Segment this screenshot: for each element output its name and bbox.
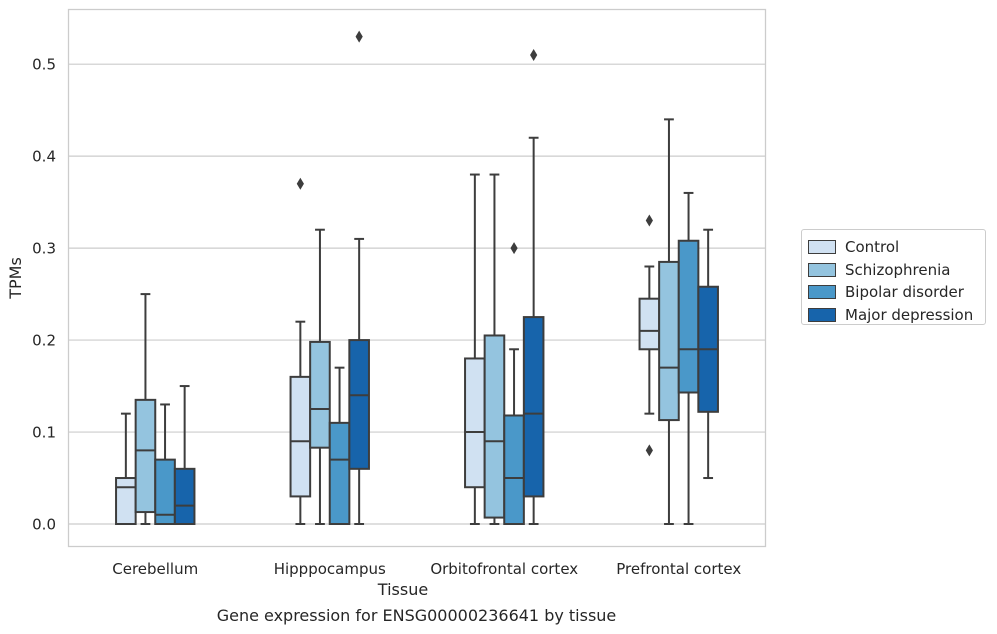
box-plot bbox=[483, 173, 506, 526]
legend-swatch-schizophrenia bbox=[808, 262, 836, 277]
box-iqr bbox=[134, 398, 157, 514]
y-tick-label: 0.4 bbox=[32, 148, 56, 166]
series-bipolar-disorder bbox=[154, 191, 700, 526]
box-plot bbox=[115, 412, 137, 526]
legend-item: Major depression bbox=[808, 304, 985, 327]
box-iqr bbox=[522, 316, 545, 498]
outlier-point bbox=[645, 214, 653, 227]
box-plot bbox=[154, 403, 176, 526]
outlier-point bbox=[296, 177, 304, 190]
box-iqr bbox=[328, 421, 351, 526]
y-tick-label: 0.1 bbox=[32, 424, 56, 442]
box-plot bbox=[522, 48, 545, 526]
box-iqr bbox=[309, 340, 331, 449]
y-axis-label: TPMs bbox=[6, 257, 25, 300]
outlier-point bbox=[530, 48, 538, 61]
outlier-point bbox=[510, 242, 518, 255]
legend-item: Control bbox=[808, 236, 985, 259]
x-axis-label: Tissue bbox=[377, 580, 428, 599]
box-iqr bbox=[173, 467, 196, 526]
box-plot bbox=[638, 214, 661, 457]
legend-item: Bipolar disorder bbox=[808, 281, 985, 304]
plot-frame bbox=[67, 8, 767, 548]
box-iqr bbox=[658, 260, 680, 422]
box-iqr bbox=[503, 414, 525, 526]
box-iqr bbox=[464, 357, 486, 489]
box-iqr bbox=[483, 334, 506, 519]
y-tick-label: 0.2 bbox=[32, 332, 56, 350]
box-plot bbox=[697, 228, 719, 480]
box-plot bbox=[309, 228, 331, 526]
outlier-point bbox=[355, 30, 363, 43]
legend-label: Control bbox=[845, 238, 900, 257]
legend-swatch-major-depression bbox=[808, 307, 836, 322]
box-iqr bbox=[677, 239, 700, 394]
x-tick-label: Hipppocampus bbox=[274, 560, 386, 578]
box-series-layer bbox=[115, 30, 719, 526]
legend-swatch-control bbox=[808, 240, 836, 255]
series-schizophrenia bbox=[134, 118, 680, 526]
legend-item: Schizophrenia bbox=[808, 259, 985, 282]
box-plot bbox=[134, 293, 157, 526]
legend-label: Major depression bbox=[845, 305, 974, 324]
box-plot bbox=[328, 366, 351, 526]
legend-label: Bipolar disorder bbox=[845, 283, 964, 302]
outlier-point bbox=[645, 444, 653, 457]
y-tick-label: 0.3 bbox=[32, 240, 56, 258]
legend-swatch-bipolar-disorder bbox=[808, 285, 836, 300]
box-iqr bbox=[638, 297, 661, 351]
y-tick-label: 0.0 bbox=[32, 516, 56, 534]
box-plot bbox=[677, 191, 700, 526]
x-tick-labels: Cerebellum Hipppocampus Orbitofrontal cort… bbox=[112, 560, 741, 578]
legend-label: Schizophrenia bbox=[845, 260, 951, 279]
box-iqr bbox=[115, 477, 137, 526]
box-iqr bbox=[289, 375, 312, 498]
series-major-depression bbox=[173, 30, 719, 526]
y-tick-label: 0.5 bbox=[32, 56, 56, 74]
box-plot bbox=[348, 30, 370, 526]
x-tick-label: Orbitofrontal cortex bbox=[430, 560, 578, 578]
box-plot bbox=[289, 177, 312, 526]
x-tick-label: Prefrontal cortex bbox=[616, 560, 741, 578]
series-control bbox=[115, 173, 661, 526]
legend: Control Schizophrenia Bipolar disorder M… bbox=[801, 229, 986, 325]
box-plot bbox=[173, 385, 196, 526]
figure-caption: Gene expression for ENSG00000236641 by t… bbox=[216, 606, 617, 625]
y-tick-labels: 0.0 0.1 0.2 0.3 0.4 0.5 bbox=[32, 56, 56, 534]
x-tick-label: Cerebellum bbox=[112, 560, 198, 578]
box-iqr bbox=[348, 339, 370, 470]
